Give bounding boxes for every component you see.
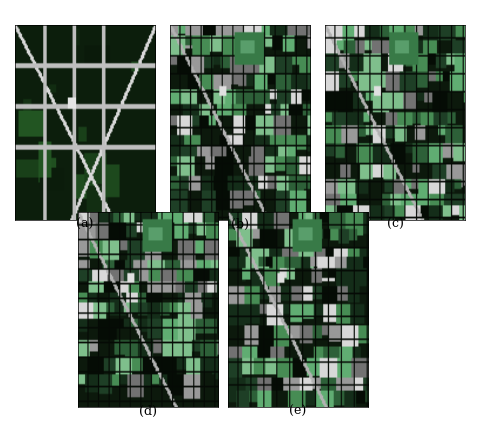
Text: (a): (a) <box>76 218 94 231</box>
Text: (b): (b) <box>231 218 249 231</box>
Text: (d): (d) <box>138 404 156 418</box>
Text: (e): (e) <box>289 404 306 418</box>
Text: (c): (c) <box>386 218 404 231</box>
